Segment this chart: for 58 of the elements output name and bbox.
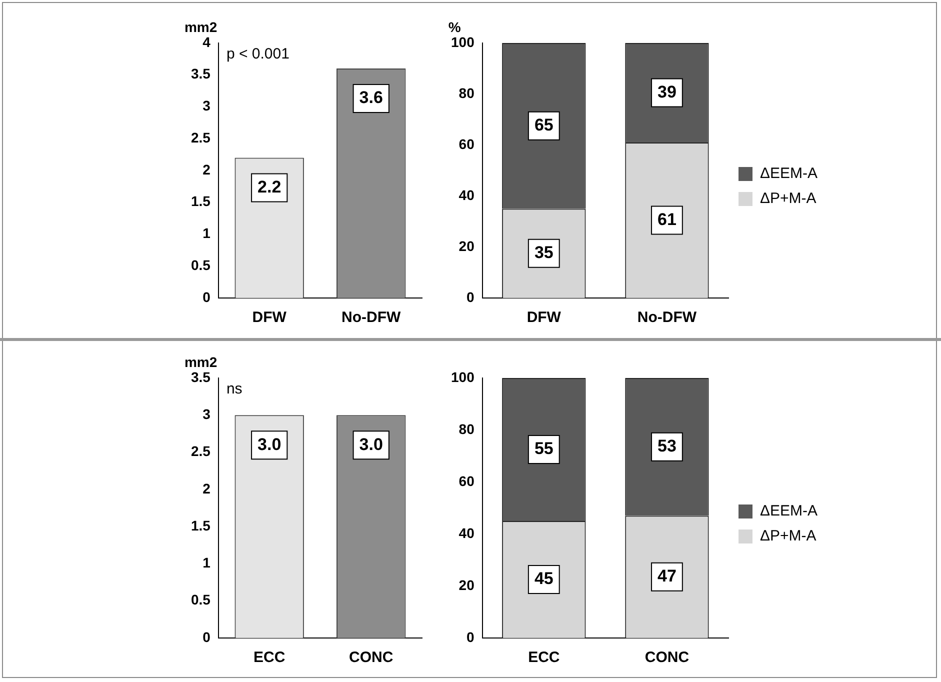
x-tick-label: CONC: [644, 649, 690, 666]
data-label: 65: [534, 116, 554, 135]
data-label: 55: [534, 439, 554, 458]
y-axis-title: mm2: [184, 354, 218, 370]
y-tick-label: 1: [202, 554, 211, 571]
y-axis-title: %: [448, 18, 462, 35]
legend-label: ΔEEM-A: [760, 165, 818, 182]
x-tick-label: ECC: [528, 649, 560, 666]
x-tick-label: No-DFW: [637, 309, 698, 326]
y-axis-title: mm2: [184, 18, 218, 35]
y-tick-label: 1.5: [190, 193, 211, 210]
annotation: ns: [226, 380, 242, 398]
data-label: 2.2: [258, 177, 282, 196]
data-label: 61: [658, 210, 676, 229]
annotation: p < 0.001: [226, 46, 290, 63]
y-tick-label: 0: [466, 288, 475, 305]
data-label: 45: [534, 569, 554, 588]
y-tick-label: 3: [202, 406, 211, 422]
y-tick-label: 20: [458, 238, 475, 254]
data-label: 39: [658, 82, 676, 102]
data-label: 47: [658, 566, 676, 586]
y-tick-label: 100: [451, 368, 475, 385]
data-label: 3.6: [359, 88, 383, 108]
y-tick-label: 0: [466, 628, 475, 645]
y-tick-label: 0: [202, 288, 211, 305]
x-tick-label: CONC: [349, 649, 394, 666]
x-tick-label: No-DFW: [342, 309, 402, 326]
y-tick-label: 0.5: [190, 592, 211, 608]
x-tick-label: ECC: [254, 649, 286, 666]
data-label: 3.0: [359, 434, 383, 454]
y-tick-label: 0.5: [190, 256, 211, 273]
data-label: 35: [534, 243, 554, 262]
y-tick-label: 3.5: [190, 368, 211, 385]
y-tick-label: 80: [458, 84, 475, 101]
y-tick-label: 2: [202, 480, 211, 496]
y-tick-label: 3: [202, 98, 211, 114]
y-tick-label: 20: [458, 576, 475, 593]
y-tick-label: 2.5: [190, 129, 211, 146]
y-tick-label: 2.5: [190, 443, 211, 460]
y-tick-label: 1.5: [190, 517, 211, 534]
y-tick-label: 60: [458, 136, 475, 152]
legend-label: ΔP+M-A: [760, 528, 816, 545]
x-tick-label: DFW: [252, 309, 288, 326]
legend-label: ΔP+M-A: [760, 190, 816, 208]
y-tick-label: 100: [451, 34, 475, 50]
y-tick-label: 80: [458, 420, 475, 437]
y-tick-label: 3.5: [190, 66, 211, 82]
y-tick-label: 0: [202, 628, 211, 645]
data-label: 3.0: [258, 434, 282, 454]
y-tick-label: 40: [458, 186, 475, 203]
x-tick-label: DFW: [526, 309, 562, 326]
legend-label: ΔEEM-A: [760, 502, 818, 520]
data-label: 53: [658, 436, 676, 456]
y-tick-label: 1: [202, 225, 211, 242]
y-tick-label: 2: [202, 161, 211, 178]
y-tick-label: 40: [458, 524, 475, 541]
y-tick-label: 4: [202, 34, 211, 50]
y-tick-label: 60: [458, 472, 475, 489]
